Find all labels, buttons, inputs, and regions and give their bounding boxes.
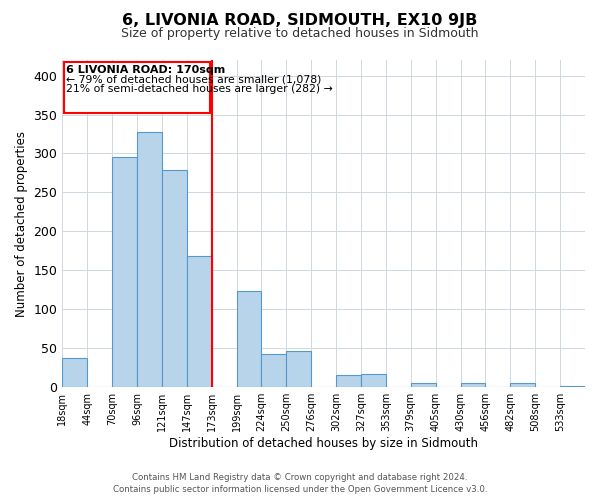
Bar — [411, 384, 436, 387]
Bar — [361, 374, 386, 387]
Bar — [511, 382, 535, 387]
Y-axis label: Number of detached properties: Number of detached properties — [15, 130, 28, 316]
Bar — [236, 290, 262, 387]
Text: Contains HM Land Registry data © Crown copyright and database right 2024.: Contains HM Land Registry data © Crown c… — [132, 474, 468, 482]
Text: Contains public sector information licensed under the Open Government Licence v3: Contains public sector information licen… — [113, 485, 487, 494]
FancyBboxPatch shape — [64, 62, 211, 113]
Text: ← 79% of detached houses are smaller (1,078): ← 79% of detached houses are smaller (1,… — [66, 75, 322, 85]
Bar — [187, 256, 212, 387]
Bar — [262, 354, 286, 387]
Bar — [112, 156, 137, 387]
Text: 6, LIVONIA ROAD, SIDMOUTH, EX10 9JB: 6, LIVONIA ROAD, SIDMOUTH, EX10 9JB — [122, 12, 478, 28]
Bar — [286, 352, 311, 387]
Bar — [461, 382, 485, 387]
Text: Size of property relative to detached houses in Sidmouth: Size of property relative to detached ho… — [121, 28, 479, 40]
Text: 6 LIVONIA ROAD: 170sqm: 6 LIVONIA ROAD: 170sqm — [66, 66, 225, 76]
Bar — [560, 386, 585, 387]
Bar — [137, 132, 162, 387]
Bar — [336, 374, 361, 387]
Text: 21% of semi-detached houses are larger (282) →: 21% of semi-detached houses are larger (… — [66, 84, 333, 94]
Bar — [162, 170, 187, 387]
Bar — [62, 358, 87, 387]
X-axis label: Distribution of detached houses by size in Sidmouth: Distribution of detached houses by size … — [169, 437, 478, 450]
